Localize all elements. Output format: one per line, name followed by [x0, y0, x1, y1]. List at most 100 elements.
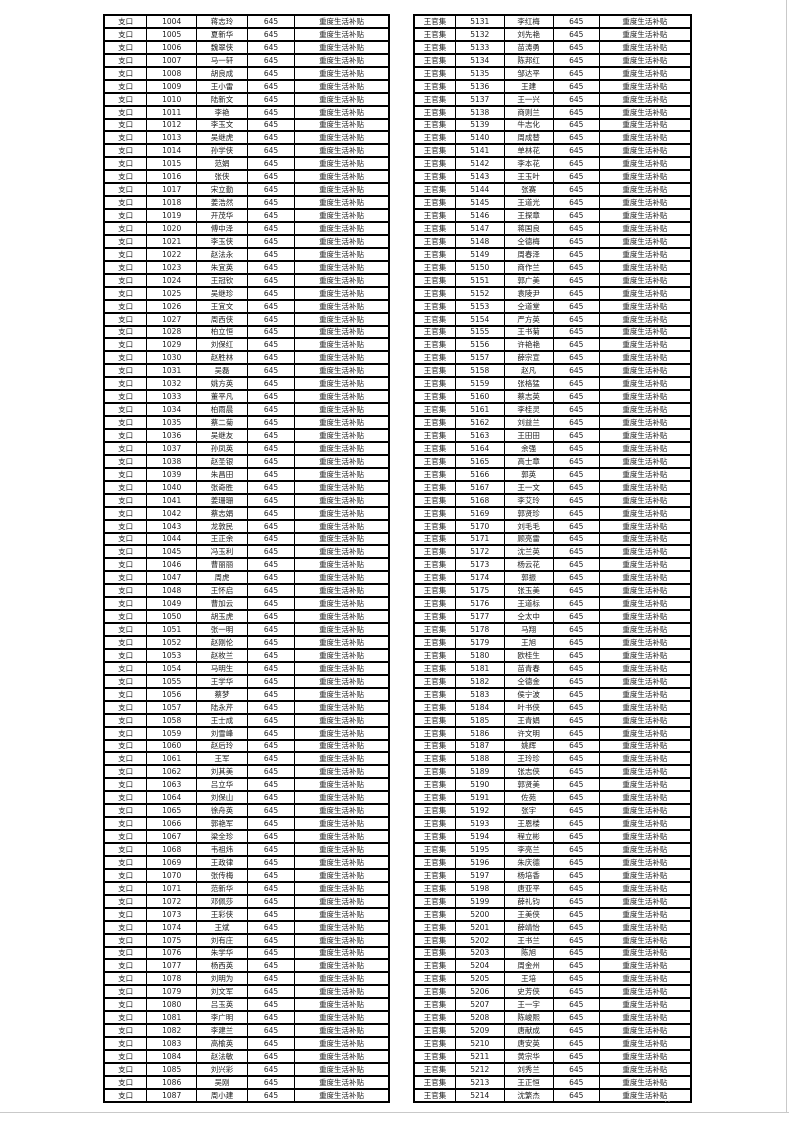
name-cell: 陆新文: [196, 91, 248, 107]
name-cell: 韦祖炜: [196, 842, 248, 857]
id-cell: 1068: [146, 842, 198, 857]
subsidy-type-cell: 重度生活补贴: [598, 337, 692, 353]
name-cell: 薛宗宣: [503, 350, 554, 366]
name-cell: 刘保红: [196, 337, 248, 353]
town-cell: 王官集: [413, 143, 457, 159]
town-cell: 支口: [103, 466, 148, 482]
table-row: 支口 1051 张一明 645 重度生活补贴: [103, 622, 390, 637]
subsidy-type-cell: 重度生活补贴: [294, 893, 390, 909]
id-cell: 1073: [146, 906, 198, 922]
id-cell: 5151: [455, 272, 505, 288]
subsidy-type-cell: 重度生活补贴: [598, 829, 692, 844]
subsidy-type-cell: 重度生活补贴: [294, 285, 390, 301]
name-cell: 王恩楼: [503, 816, 554, 832]
id-cell: 1040: [146, 479, 198, 495]
name-cell: 高榆英: [196, 1036, 248, 1051]
amount-cell: 645: [552, 596, 600, 612]
subsidy-type-cell: 重度生活补贴: [598, 376, 692, 392]
amount-cell: 645: [246, 52, 296, 68]
name-cell: 王探章: [503, 208, 554, 223]
table-row: 王官集 5138 商则兰 645 重度生活补贴: [413, 104, 692, 120]
subsidy-type-cell: 重度生活补贴: [294, 233, 390, 249]
subsidy-type-cell: 重度生活补贴: [598, 958, 692, 974]
amount-cell: 645: [552, 1074, 600, 1090]
amount-cell: 645: [552, 117, 600, 133]
amount-cell: 645: [246, 298, 296, 314]
amount-cell: 645: [246, 324, 296, 340]
amount-cell: 645: [246, 660, 296, 676]
name-cell: 高士章: [503, 453, 554, 469]
table-row: 支口 1041 姜珊珊 645 重度生活补贴: [103, 492, 390, 508]
amount-cell: 645: [552, 803, 600, 819]
table-row: 支口 1056 蔡梦 645 重度生活补贴: [103, 686, 390, 702]
id-cell: 5165: [455, 453, 505, 469]
name-cell: 陈峻熙: [503, 1010, 554, 1026]
subsidy-type-cell: 重度生活补贴: [598, 221, 692, 236]
amount-cell: 645: [246, 337, 296, 353]
subsidy-type-cell: 重度生活补贴: [598, 272, 692, 288]
town-cell: 支口: [103, 298, 148, 314]
subsidy-type-cell: 重度生活补贴: [294, 415, 390, 430]
table-row: 王官集 5206 史芳侠 645 重度生活补贴: [413, 984, 692, 1000]
name-cell: 胡良成: [196, 65, 248, 81]
id-cell: 1019: [146, 208, 198, 223]
town-cell: 王官集: [413, 1061, 457, 1077]
id-cell: 5141: [455, 143, 505, 159]
id-cell: 1028: [146, 324, 198, 340]
id-cell: 1074: [146, 919, 198, 935]
name-cell: 朱学华: [196, 945, 248, 961]
id-cell: 5205: [455, 971, 505, 987]
town-cell: 支口: [103, 971, 148, 987]
name-cell: 王正恒: [503, 1074, 554, 1090]
name-cell: 周春泽: [503, 246, 554, 262]
town-cell: 王官集: [413, 428, 457, 443]
amount-cell: 645: [246, 842, 296, 857]
id-cell: 1080: [146, 997, 198, 1013]
subsidy-type-cell: 重度生活补贴: [294, 272, 390, 288]
table-row: 王官集 5207 王一宇 645 重度生活补贴: [413, 997, 692, 1013]
table-row: 支口 1084 赵法敏 645 重度生活补贴: [103, 1049, 390, 1064]
town-cell: 王官集: [413, 725, 457, 741]
subsidy-type-cell: 重度生活补贴: [294, 195, 390, 211]
name-cell: 刘雪峰: [196, 725, 248, 741]
id-cell: 1061: [146, 751, 198, 767]
table-row: 支口 1008 胡良成 645 重度生活补贴: [103, 65, 390, 81]
table-row: 支口 1087 周小建 645 重度生活补贴: [103, 1087, 390, 1104]
id-cell: 5206: [455, 984, 505, 1000]
amount-cell: 645: [246, 14, 296, 29]
table-row: 王官集 5159 张格猛 645 重度生活补贴: [413, 376, 692, 392]
name-cell: 李玉侠: [196, 233, 248, 249]
amount-cell: 645: [246, 259, 296, 275]
town-cell: 王官集: [413, 324, 457, 340]
id-cell: 5144: [455, 182, 505, 198]
name-cell: 王正余: [196, 531, 248, 547]
table-row: 王官集 5192 张宇 645 重度生活补贴: [413, 803, 692, 819]
table-row: 王官集 5136 王建 645 重度生活补贴: [413, 78, 692, 94]
table-row: 王官集 5171 顾亮雷 645 重度生活补贴: [413, 531, 692, 547]
town-cell: 王官集: [413, 285, 457, 301]
town-cell: 支口: [103, 893, 148, 909]
amount-cell: 645: [552, 208, 600, 223]
town-cell: 王官集: [413, 208, 457, 223]
table-row: 支口 1028 柏立恒 645 重度生活补贴: [103, 324, 390, 340]
town-cell: 王官集: [413, 246, 457, 262]
town-cell: 王官集: [413, 65, 457, 81]
town-cell: 支口: [103, 790, 148, 806]
id-cell: 1024: [146, 272, 198, 288]
table-row: 支口 1066 郭艳军 645 重度生活补贴: [103, 816, 390, 832]
name-cell: 郭贤美: [503, 777, 554, 793]
name-cell: 佐苑: [503, 790, 554, 806]
town-cell: 支口: [103, 1087, 148, 1104]
name-cell: 曹丽丽: [196, 557, 248, 573]
id-cell: 5135: [455, 65, 505, 81]
amount-cell: 645: [246, 285, 296, 301]
table-row: 支口 1083 高榆英 645 重度生活补贴: [103, 1036, 390, 1051]
town-cell: 王官集: [413, 854, 457, 870]
town-cell: 支口: [103, 156, 148, 172]
amount-cell: 645: [552, 971, 600, 987]
name-cell: 许文明: [503, 725, 554, 741]
name-cell: 王书兰: [503, 932, 554, 948]
table-row: 支口 1019 开茂华 645 重度生活补贴: [103, 208, 390, 223]
table-row: 支口 1065 徐舟英 645 重度生活补贴: [103, 803, 390, 819]
town-cell: 王官集: [413, 415, 457, 430]
